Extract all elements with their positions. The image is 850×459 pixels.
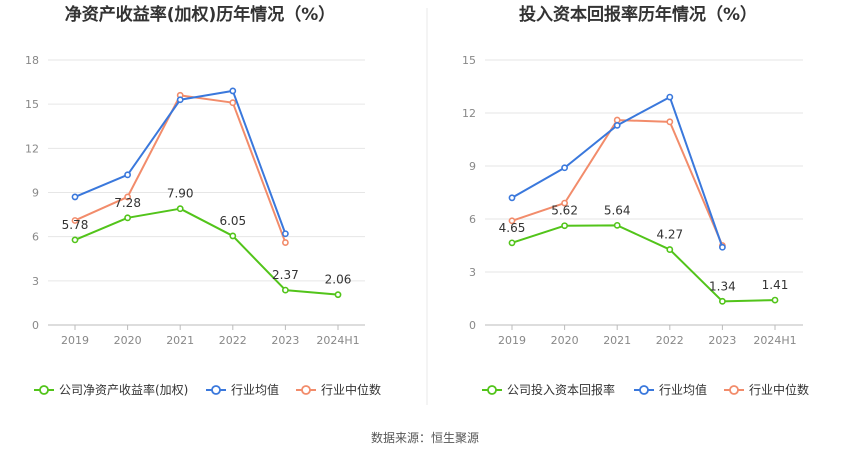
data-label: 6.05 — [219, 214, 246, 228]
y-tick-label: 12 — [25, 142, 39, 155]
data-label: 5.64 — [604, 203, 631, 217]
series-line-avg — [74, 89, 287, 235]
series-line-median — [74, 94, 287, 243]
legend-label: 公司净资产收益率(加权) — [59, 382, 188, 397]
data-point-median — [229, 99, 237, 107]
y-tick-label: 9 — [469, 160, 476, 173]
chart-panel-2: 投入资本回报率历年情况（%） 0 3 6 9 12 15 2019 2020 2021 2022 20… — [462, 4, 809, 397]
y-tick-label: 15 — [25, 98, 39, 111]
data-label: 1.34 — [709, 279, 736, 293]
y-tick-label: 0 — [469, 319, 476, 332]
x-tick-label: 2024H1 — [316, 334, 359, 347]
x-tick-label: 2021 — [603, 334, 631, 347]
series-line-company — [511, 224, 776, 303]
data-label: 2.37 — [272, 268, 299, 282]
data-point-avg — [561, 164, 568, 172]
data-label: 7.28 — [114, 196, 141, 210]
y-tick-label: 18 — [25, 54, 39, 67]
legend-label: 行业均值 — [231, 382, 279, 397]
data-point-median — [561, 199, 568, 207]
data-point-avg — [176, 96, 184, 104]
legend-item-company[interactable]: 公司净资产收益率(加权) — [34, 382, 188, 397]
legend-label: 公司投入资本回报率 — [507, 382, 615, 397]
data-point-company — [334, 291, 342, 299]
x-tick-label: 2020 — [114, 334, 142, 347]
y-tick-label: 12 — [462, 107, 476, 120]
legend-item-avg[interactable]: 行业均值 — [634, 382, 707, 397]
chart-title: 净资产收益率(加权)历年情况（%） — [65, 4, 336, 25]
legend-item-median[interactable]: 行业中位数 — [296, 382, 381, 397]
legend-swatch-marker — [39, 385, 49, 395]
data-point-company — [124, 214, 131, 222]
legend-item-median[interactable]: 行业中位数 — [724, 382, 809, 397]
data-point-company — [176, 205, 184, 213]
data-point-company — [719, 297, 726, 305]
chart-title: 投入资本回报率历年情况（%） — [519, 4, 757, 25]
data-point-median — [508, 217, 516, 225]
legend-swatch-marker — [639, 385, 649, 395]
x-tick-label: 2022 — [656, 334, 684, 347]
legend-swatch-marker — [729, 385, 739, 395]
data-point-company — [666, 246, 674, 253]
data-point-company — [229, 232, 237, 240]
legend-label: 行业中位数 — [749, 382, 809, 397]
legend-item-company[interactable]: 公司投入资本回报率 — [482, 382, 615, 397]
data-label: 5.78 — [62, 218, 89, 232]
data-point-avg — [666, 93, 674, 101]
x-tick-label: 2021 — [166, 334, 194, 347]
data-point-avg — [281, 230, 289, 238]
x-tick-label: 2019 — [61, 334, 89, 347]
data-label: 7.90 — [167, 187, 194, 201]
legend-label: 行业均值 — [659, 382, 707, 397]
x-tick-label: 2019 — [498, 334, 526, 347]
data-point-avg — [229, 87, 237, 95]
data-point-company — [281, 286, 289, 294]
data-label: 1.41 — [762, 278, 789, 292]
x-tick-label: 2024H1 — [753, 334, 796, 347]
data-point-median — [666, 118, 674, 126]
x-tick-label: 2020 — [551, 334, 579, 347]
data-point-median — [71, 217, 79, 224]
y-tick-label: 9 — [32, 187, 39, 200]
data-point-median — [281, 239, 289, 246]
data-point-avg — [719, 243, 726, 251]
legend-item-avg[interactable]: 行业均值 — [206, 382, 279, 397]
data-point-company — [771, 296, 779, 304]
y-tick-label: 6 — [32, 231, 39, 244]
y-tick-label: 3 — [469, 266, 476, 279]
data-point-avg — [71, 193, 79, 201]
data-point-company — [508, 239, 516, 247]
data-point-company — [613, 221, 621, 229]
x-tick-label: 2023 — [708, 334, 736, 347]
y-tick-label: 3 — [32, 275, 39, 288]
chart-panel-1: 净资产收益率(加权)历年情况（%） 0 3 6 9 12 15 18 2019 2020 2021 2… — [25, 4, 381, 397]
y-tick-label: 6 — [469, 213, 476, 226]
data-point-avg — [124, 171, 131, 179]
data-label: 4.27 — [656, 228, 683, 242]
data-point-company — [71, 236, 79, 244]
data-point-median — [124, 193, 131, 201]
data-label: 4.65 — [499, 221, 526, 235]
source-note: 数据来源：恒生聚源 — [371, 430, 479, 445]
y-tick-label: 15 — [462, 54, 476, 67]
data-point-avg — [508, 194, 516, 202]
x-tick-label: 2023 — [271, 334, 299, 347]
data-label: 5.62 — [551, 204, 578, 218]
data-point-company — [561, 222, 568, 230]
legend-swatch-marker — [487, 385, 497, 395]
legend-swatch-marker — [301, 385, 311, 395]
data-point-avg — [613, 121, 621, 129]
y-tick-label: 0 — [32, 319, 39, 332]
x-tick-label: 2022 — [219, 334, 247, 347]
series-line-company — [74, 207, 339, 296]
data-label: 2.06 — [325, 273, 352, 287]
data-point-median — [613, 116, 621, 124]
legend-label: 行业中位数 — [321, 382, 381, 397]
legend-swatch-marker — [211, 385, 221, 395]
